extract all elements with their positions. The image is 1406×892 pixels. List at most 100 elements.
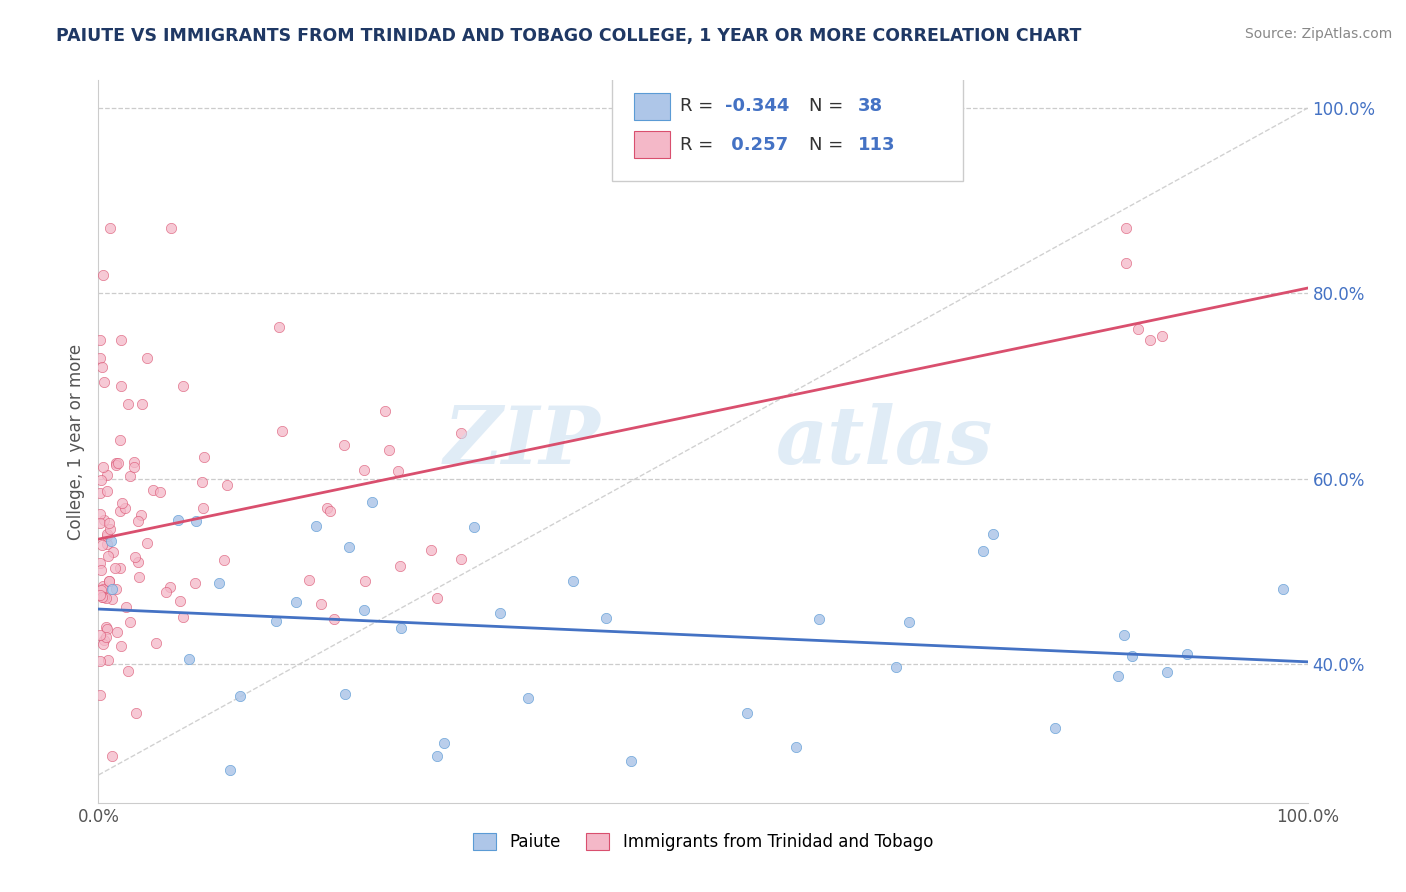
FancyBboxPatch shape	[634, 93, 671, 120]
Point	[89, 654, 111, 668]
Point	[353, 463, 375, 477]
Point	[101, 749, 124, 764]
Point	[120, 615, 142, 630]
Text: atlas: atlas	[776, 403, 993, 480]
Point	[124, 550, 146, 565]
Text: R =: R =	[681, 136, 718, 153]
Point	[122, 459, 145, 474]
Point	[1115, 255, 1137, 269]
Point	[107, 456, 129, 470]
Text: ZIP: ZIP	[443, 403, 600, 480]
Point	[215, 477, 238, 491]
Text: Source: ZipAtlas.com: Source: ZipAtlas.com	[1244, 27, 1392, 41]
Point	[105, 582, 128, 596]
Point	[101, 582, 124, 596]
Text: R =: R =	[681, 97, 718, 115]
Point	[98, 221, 121, 235]
Point	[193, 501, 215, 516]
Point	[98, 574, 121, 588]
Point	[1121, 649, 1143, 664]
Point	[361, 495, 384, 509]
Point	[98, 516, 121, 530]
Point	[101, 592, 124, 607]
Point	[149, 485, 172, 500]
Point	[1115, 221, 1137, 235]
Point	[267, 320, 290, 334]
Point	[108, 560, 131, 574]
Point	[167, 513, 190, 527]
Point	[101, 545, 124, 559]
Point	[111, 496, 134, 510]
Point	[208, 575, 231, 590]
Point	[426, 591, 449, 605]
Point	[105, 625, 128, 640]
Point	[323, 611, 346, 625]
Point	[90, 538, 112, 552]
Point	[98, 574, 121, 588]
Point	[110, 433, 132, 447]
Point	[1112, 628, 1135, 642]
Point	[104, 561, 127, 575]
Point	[305, 518, 328, 533]
Point	[595, 611, 617, 625]
Point	[1156, 665, 1178, 679]
Point	[193, 450, 215, 465]
Point	[110, 504, 132, 518]
Point	[298, 573, 321, 587]
Point	[97, 653, 120, 667]
Point	[90, 474, 112, 488]
Point	[333, 687, 356, 701]
Point	[128, 570, 150, 584]
Point	[136, 351, 159, 366]
Point	[488, 606, 510, 620]
Point	[172, 379, 194, 393]
Point	[1128, 322, 1150, 336]
Point	[378, 442, 401, 457]
Point	[100, 533, 122, 548]
Point	[179, 652, 201, 666]
Point	[420, 543, 443, 558]
Point	[117, 397, 139, 411]
Point	[315, 500, 337, 515]
Point	[89, 486, 111, 500]
Point	[93, 632, 115, 647]
Point	[735, 706, 758, 721]
Point	[172, 610, 194, 624]
Point	[89, 688, 111, 702]
Point	[96, 526, 118, 541]
Point	[562, 574, 585, 589]
Point	[114, 500, 136, 515]
Point	[808, 612, 831, 626]
Point	[389, 621, 412, 635]
Text: PAIUTE VS IMMIGRANTS FROM TRINIDAD AND TOBAGO COLLEGE, 1 YEAR OR MORE CORRELATIO: PAIUTE VS IMMIGRANTS FROM TRINIDAD AND T…	[56, 27, 1081, 45]
Point	[516, 690, 538, 705]
Point	[96, 467, 118, 482]
Point	[145, 636, 167, 650]
Point	[94, 620, 117, 634]
Point	[96, 529, 118, 543]
Point	[620, 754, 643, 768]
Point	[1175, 647, 1198, 661]
Point	[122, 455, 145, 469]
Point	[96, 537, 118, 551]
Point	[1272, 582, 1295, 596]
Point	[105, 458, 128, 472]
Point	[91, 268, 114, 282]
FancyBboxPatch shape	[613, 77, 963, 181]
Point	[155, 585, 177, 599]
Point	[135, 536, 157, 550]
Point	[1139, 333, 1161, 347]
Point	[91, 360, 114, 375]
Point	[96, 622, 118, 636]
Point	[93, 375, 115, 389]
Text: 38: 38	[858, 97, 883, 115]
Point	[353, 574, 375, 588]
Point	[450, 425, 472, 440]
Point	[118, 468, 141, 483]
Point	[463, 519, 485, 533]
Point	[309, 597, 332, 611]
Point	[110, 333, 132, 347]
Point	[93, 513, 115, 527]
Point	[387, 464, 409, 478]
Point	[129, 508, 152, 523]
